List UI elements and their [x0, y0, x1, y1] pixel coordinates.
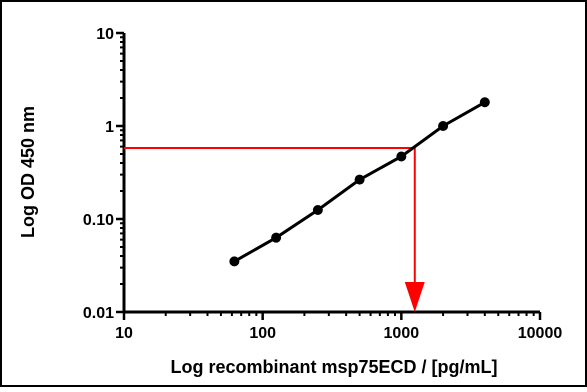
ticks: 10 100 1000 10000 0.01 0.10 1 10: [83, 26, 562, 342]
data-point: [438, 121, 449, 131]
x-tick-label: 1000: [384, 325, 420, 342]
annotation-arrowhead: [404, 282, 425, 312]
data-point: [229, 256, 240, 267]
y-tick-label: 10: [96, 26, 114, 43]
data-point: [396, 151, 407, 162]
y-tick-label: 1: [105, 119, 114, 136]
data-point: [479, 97, 490, 108]
series: [229, 97, 490, 267]
x-axis-label: Log recombinant msp75ECD / [pg/mL]: [170, 357, 497, 377]
y-tick-label: 0.10: [83, 212, 114, 229]
y-tick-label: 0.01: [83, 305, 114, 322]
annotation: [124, 147, 425, 312]
x-tick-label: 100: [249, 325, 276, 342]
x-tick-label: 10000: [518, 325, 563, 342]
y-axis-label: Log OD 450 nm: [18, 106, 38, 238]
data-point: [312, 204, 323, 215]
x-tick-label: 10: [115, 325, 133, 342]
data-point: [354, 174, 365, 185]
axes: [122, 33, 540, 314]
data-point: [271, 232, 282, 243]
